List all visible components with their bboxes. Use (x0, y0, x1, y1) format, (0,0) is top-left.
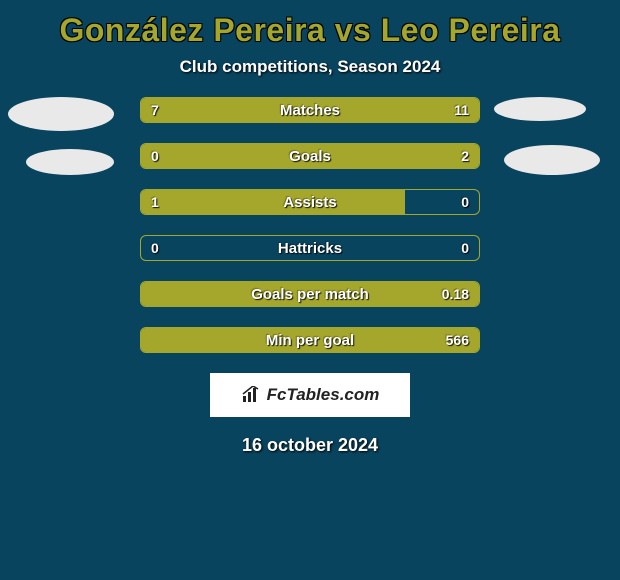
stat-label: Goals per match (141, 282, 479, 306)
stat-label: Matches (141, 98, 479, 122)
stat-value-right: 0 (461, 236, 469, 260)
branding-box: FcTables.com (210, 373, 410, 417)
stat-row: 0Goals2 (140, 143, 480, 169)
stat-row: Goals per match0.18 (140, 281, 480, 307)
badge-oval (494, 97, 586, 121)
page-subtitle: Club competitions, Season 2024 (0, 51, 620, 97)
badge-oval (26, 149, 114, 175)
stat-row: 1Assists0 (140, 189, 480, 215)
stat-row: 0Hattricks0 (140, 235, 480, 261)
root: González Pereira vs Leo Pereira Club com… (0, 0, 620, 456)
comparison-chart: 7Matches110Goals21Assists00Hattricks0Goa… (0, 97, 620, 353)
stat-value-right: 566 (446, 328, 469, 352)
badge-oval (8, 97, 114, 131)
stat-value-right: 0 (461, 190, 469, 214)
stat-label: Assists (141, 190, 479, 214)
page-title: González Pereira vs Leo Pereira (0, 8, 620, 51)
stat-label: Min per goal (141, 328, 479, 352)
stat-value-right: 2 (461, 144, 469, 168)
stat-row: Min per goal566 (140, 327, 480, 353)
branding-text: FcTables.com (267, 385, 380, 405)
date-text: 16 october 2024 (0, 417, 620, 456)
badge-oval (504, 145, 600, 175)
stat-row: 7Matches11 (140, 97, 480, 123)
stat-label: Hattricks (141, 236, 479, 260)
stat-rows: 7Matches110Goals21Assists00Hattricks0Goa… (140, 97, 480, 353)
stat-value-right: 11 (454, 98, 469, 122)
bar-chart-icon (241, 386, 263, 404)
stat-label: Goals (141, 144, 479, 168)
stat-value-right: 0.18 (442, 282, 469, 306)
